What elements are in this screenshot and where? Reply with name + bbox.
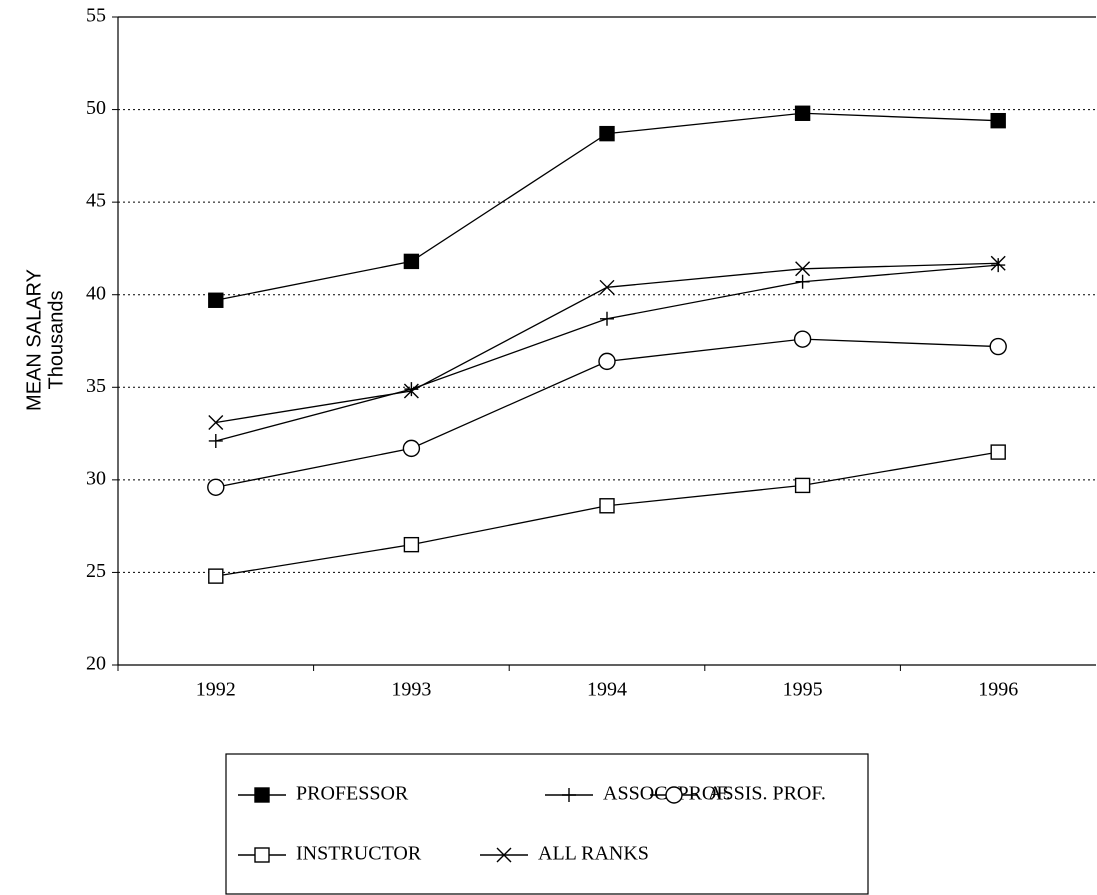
data-point [402,439,421,458]
data-point [404,382,419,397]
x-tick-label: 1992 [196,679,236,701]
y-tick-label: 30 [86,467,106,489]
data-point [795,274,810,289]
legend-marker [665,786,683,804]
data-point [208,433,223,448]
y-tick-label: 45 [86,190,106,212]
data-point [599,125,615,142]
data-point [794,477,811,494]
legend-label: ASSIS. PROF. [708,783,826,805]
data-point [990,112,1006,129]
data-point [990,444,1006,460]
x-tick-label: 1993 [391,679,431,701]
y-tick-label: 25 [86,560,106,582]
legend-marker [496,847,512,863]
data-point [208,414,224,430]
y-tick-label: 35 [86,375,106,397]
data-point [793,330,812,348]
y-tick-label: 40 [86,282,106,304]
legend-box [225,753,869,895]
y-axis-label: MEAN SALARY [23,269,45,411]
data-point [991,258,1006,273]
data-point [208,292,224,308]
y-tick-label: 50 [86,97,106,119]
data-point [403,253,420,270]
data-point [208,568,224,584]
y-axis-sublabel: Thousands [45,291,67,390]
y-tick-label: 55 [86,5,106,27]
data-point [989,337,1007,356]
legend-marker [254,787,270,803]
data-point [403,536,420,553]
legend-label: INSTRUCTOR [296,843,422,865]
x-tick-label: 1995 [783,679,823,701]
legend-label: PROFESSOR [296,783,409,805]
series-line [215,451,999,577]
data-point [599,498,615,514]
y-tick-label: 20 [86,653,106,675]
data-point [990,255,1006,271]
legend-label: ALL RANKS [538,843,649,865]
legend-marker [254,847,270,863]
data-point [207,478,225,496]
data-point [599,279,615,295]
data-point [403,383,419,399]
data-point [598,352,616,371]
data-point [794,105,811,121]
data-point [795,261,811,277]
legend-marker [562,788,576,802]
x-tick-label: 1994 [587,679,627,701]
data-point [600,311,614,326]
x-tick-label: 1996 [978,679,1018,701]
